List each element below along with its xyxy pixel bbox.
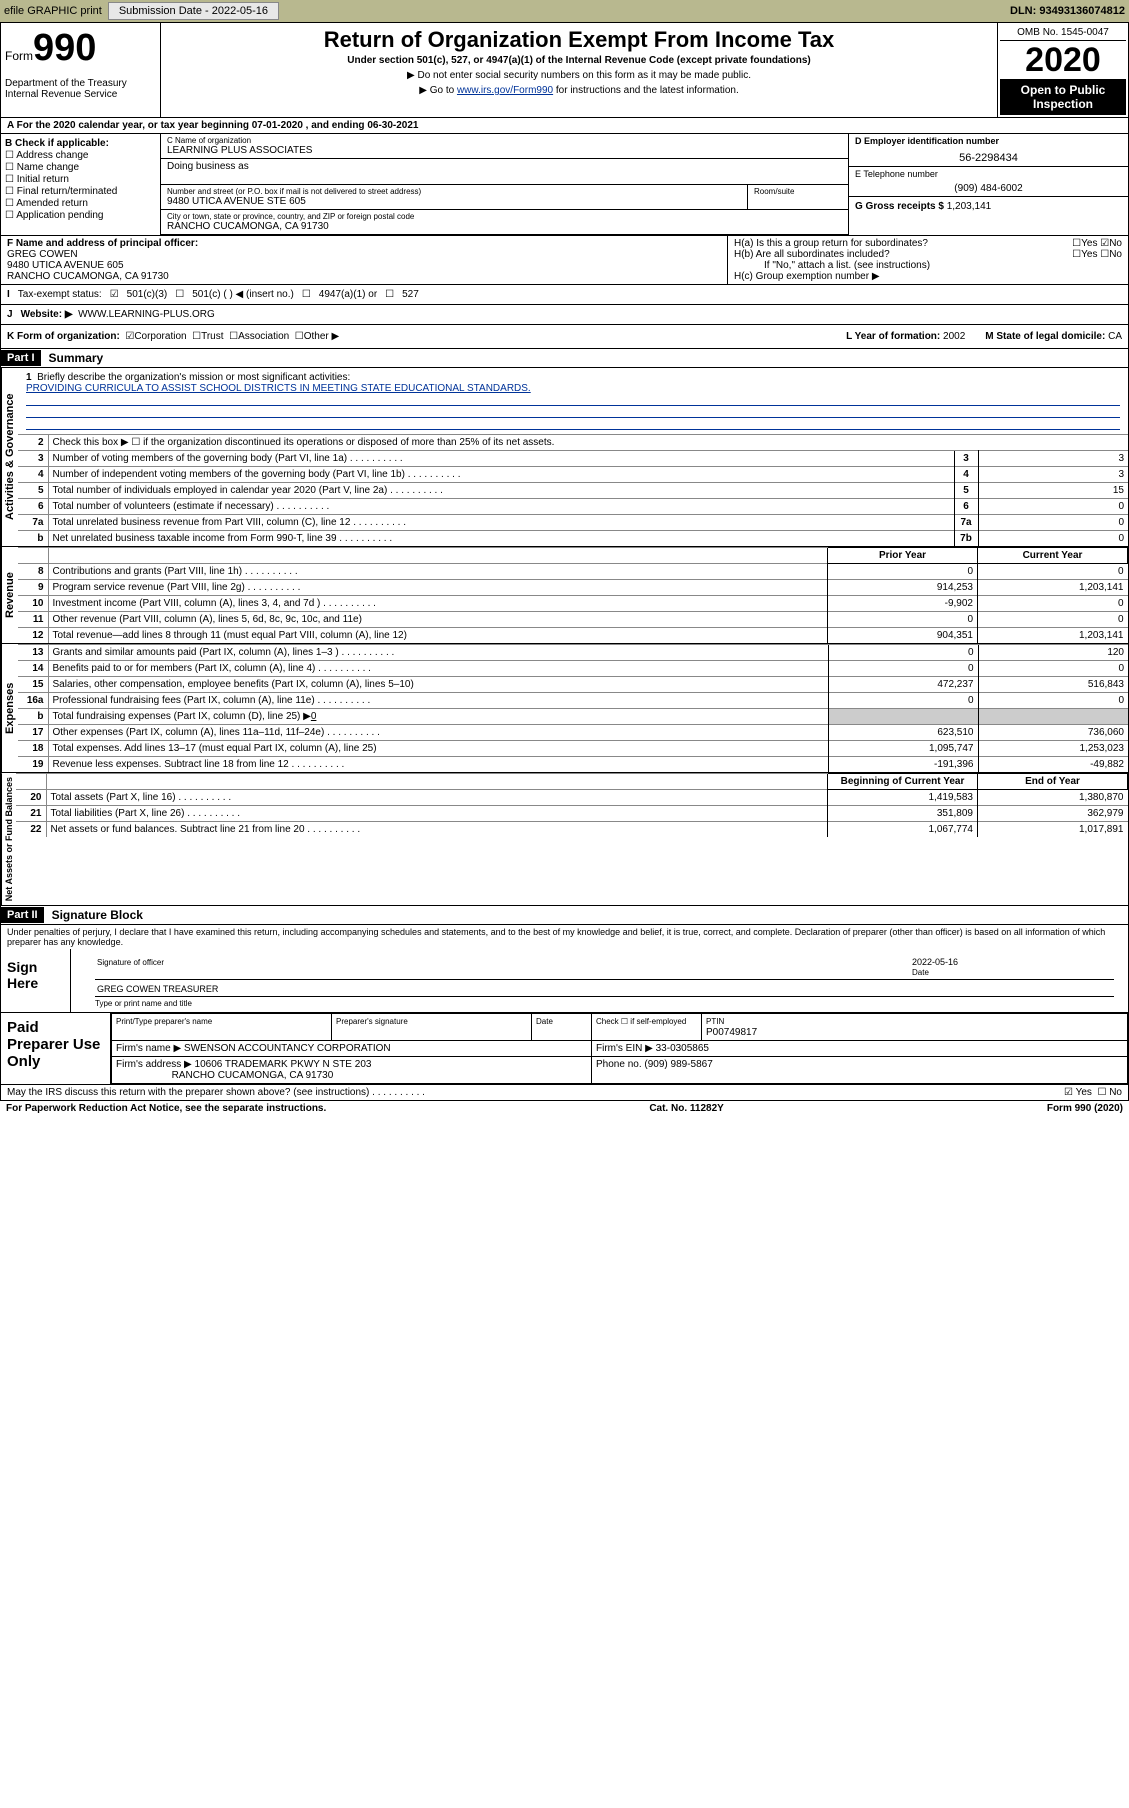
city-box: City or town, state or province, country… (161, 210, 848, 235)
part1-header: Part I Summary (0, 349, 1129, 368)
dln: DLN: 93493136074812 (1010, 5, 1125, 17)
top-bar: efile GRAPHIC print Submission Date - 20… (0, 0, 1129, 22)
dba-box: Doing business as (161, 159, 848, 185)
org-name-box: C Name of organization LEARNING PLUS ASS… (161, 134, 848, 159)
street-box: Number and street (or P.O. box if mail i… (161, 185, 748, 209)
submission-button[interactable]: Submission Date - 2022-05-16 (108, 2, 279, 20)
gross-receipts: G Gross receipts $ 1,203,141 (849, 197, 1128, 216)
tax-year: 2020 (1000, 41, 1126, 79)
irs-discuss-row: May the IRS discuss this return with the… (0, 1085, 1129, 1101)
paid-preparer: Paid Preparer Use Only Print/Type prepar… (1, 1012, 1128, 1084)
calendar-year-row: A For the 2020 calendar year, or tax yea… (0, 118, 1129, 134)
activities-governance: Activities & Governance 1 Briefly descri… (0, 368, 1129, 547)
header-left: Form990 Department of the Treasury Inter… (1, 23, 161, 117)
form-title: Return of Organization Exempt From Incom… (169, 27, 989, 53)
signature-block: Under penalties of perjury, I declare th… (0, 925, 1129, 1085)
tax-exempt-row: I Tax-exempt status: ☑ 501(c)(3) ☐ 501(c… (0, 285, 1129, 305)
expenses-section: Expenses 13Grants and similar amounts pa… (0, 644, 1129, 773)
info-grid: B Check if applicable: ☐ Address change … (0, 134, 1129, 236)
principal-officer-row: F Name and address of principal officer:… (0, 236, 1129, 285)
omb-number: OMB No. 1545-0047 (1000, 25, 1126, 41)
k-form-row: K Form of organization: ☑ Corporation ☐ … (0, 325, 1129, 349)
bottom-row: For Paperwork Reduction Act Notice, see … (0, 1101, 1129, 1116)
sign-here-label: Sign Here (1, 949, 71, 1012)
part2-header: Part II Signature Block (0, 906, 1129, 925)
net-assets-section: Net Assets or Fund Balances Beginning of… (0, 773, 1129, 906)
revenue-section: Revenue Prior YearCurrent Year 8Contribu… (0, 547, 1129, 644)
open-to-public: Open to Public Inspection (1000, 79, 1126, 115)
header-right: OMB No. 1545-0047 2020 Open to Public In… (998, 23, 1128, 117)
instructions-link[interactable]: www.irs.gov/Form990 (457, 85, 553, 96)
h-group-return: H(a) Is this a group return for subordin… (728, 236, 1128, 284)
room-box: Room/suite (748, 185, 848, 209)
tel-box: E Telephone number (909) 484-6002 (849, 167, 1128, 197)
col-b-checkboxes: B Check if applicable: ☐ Address change … (1, 134, 161, 235)
f-officer: F Name and address of principal officer:… (1, 236, 728, 284)
dept-treasury: Department of the Treasury Internal Reve… (5, 78, 156, 100)
ein-box: D Employer identification number 56-2298… (849, 134, 1128, 167)
header-title: Return of Organization Exempt From Incom… (161, 23, 998, 117)
website-row: J Website: ▶ WWW.LEARNING-PLUS.ORG (0, 305, 1129, 325)
form-header: Form990 Department of the Treasury Inter… (0, 22, 1129, 118)
efile-label: efile GRAPHIC print (4, 5, 102, 17)
mission-text[interactable]: PROVIDING CURRICULA TO ASSIST SCHOOL DIS… (26, 383, 531, 394)
